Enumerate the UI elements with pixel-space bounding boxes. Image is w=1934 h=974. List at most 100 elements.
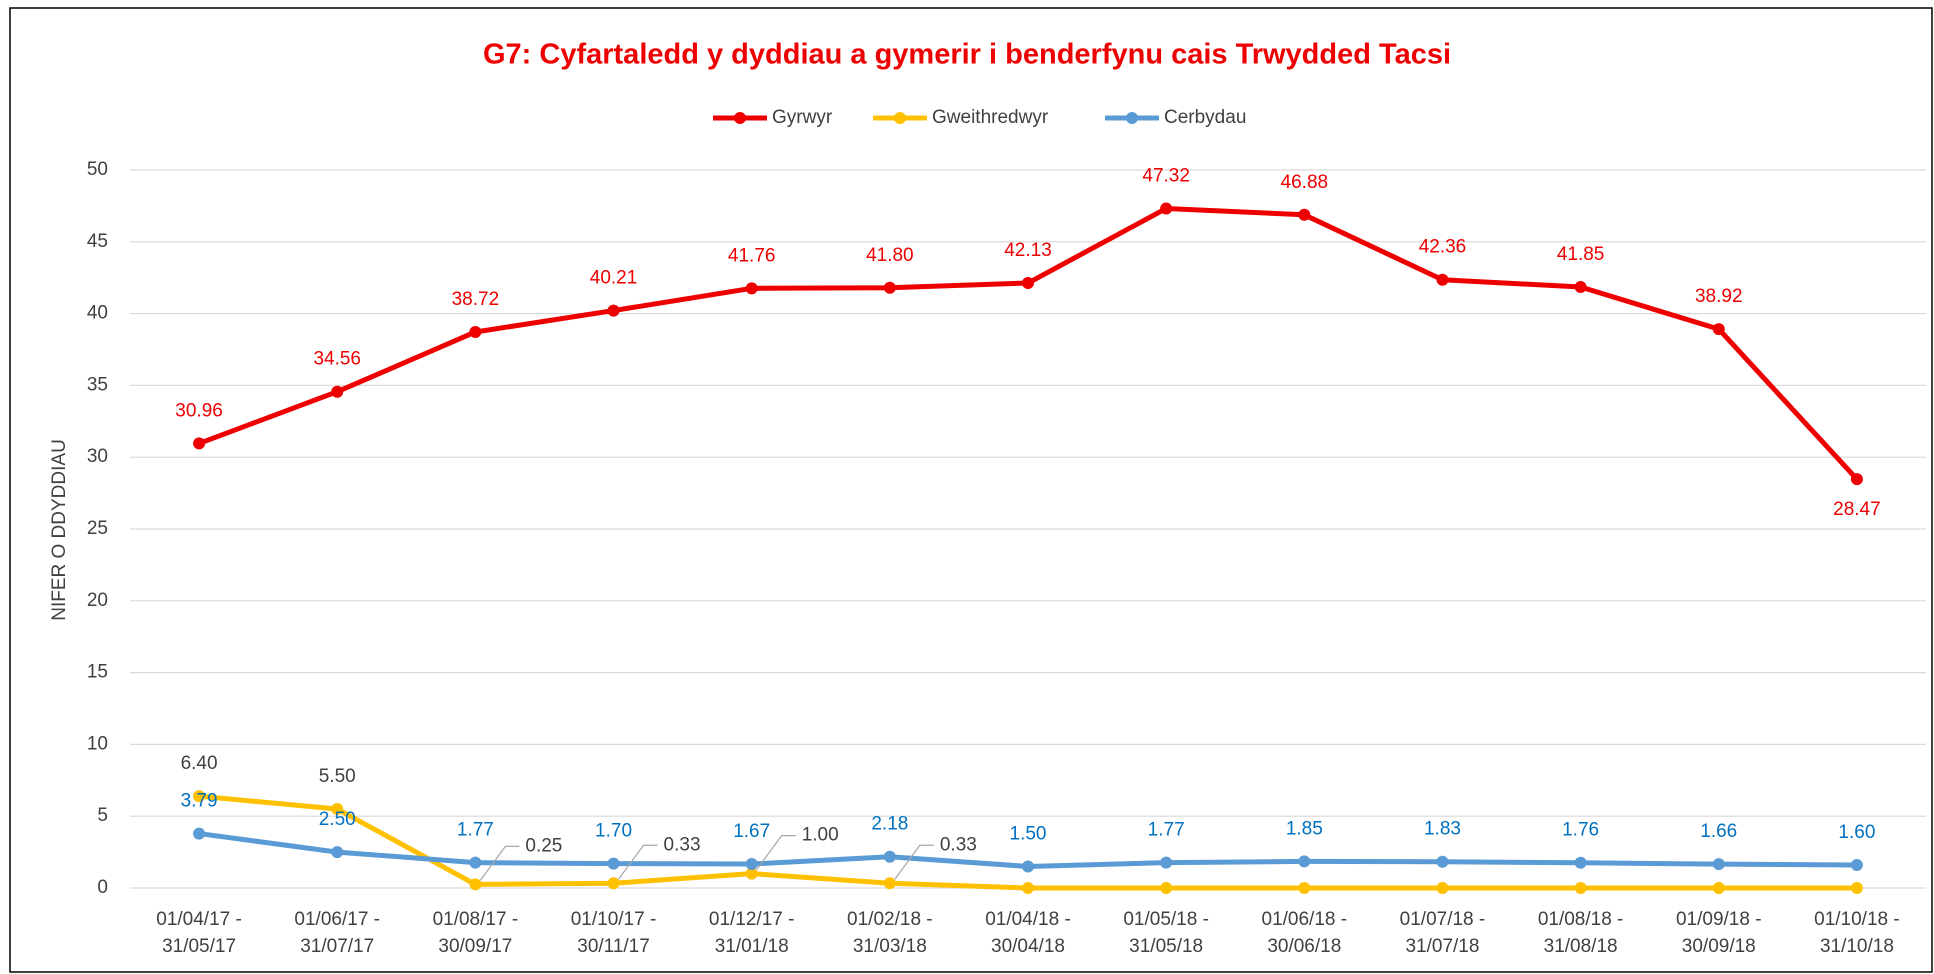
y-axis-label: NIFER O DDYDDIAU	[49, 439, 70, 621]
y-tick-label: 25	[87, 518, 108, 539]
data-point	[1850, 882, 1863, 894]
legend-marker	[894, 112, 906, 124]
data-point	[193, 437, 206, 450]
leader-line	[894, 844, 934, 880]
data-label: 41.76	[728, 245, 776, 266]
data-point	[469, 856, 482, 869]
y-tick-label: 5	[97, 805, 108, 826]
data-point	[1574, 281, 1587, 294]
legend-marker	[734, 112, 746, 124]
legend-label: Cerbydau	[1164, 107, 1246, 128]
chart-border	[9, 7, 1933, 973]
data-point	[1436, 273, 1449, 286]
data-label: 38.72	[452, 289, 500, 310]
y-tick-label: 10	[87, 733, 108, 754]
data-label: 0.33	[664, 834, 701, 855]
y-tick-label: 20	[87, 590, 108, 611]
data-label: 0.33	[940, 834, 977, 855]
data-label: 1.60	[1838, 822, 1875, 843]
data-label: 1.66	[1700, 821, 1737, 842]
y-tick-label: 0	[97, 877, 108, 898]
data-label: 0.25	[525, 835, 562, 856]
data-label: 5.50	[319, 766, 356, 787]
data-point	[1298, 208, 1311, 221]
data-point	[1712, 858, 1725, 871]
data-point	[607, 857, 620, 870]
data-point	[469, 878, 482, 891]
data-point	[331, 803, 344, 816]
legend-label: Gyrwyr	[772, 107, 833, 128]
data-label: 2.18	[871, 814, 908, 835]
data-point	[607, 304, 620, 317]
x-tick-label: 01/04/17 - 31/05/17	[156, 909, 242, 957]
data-point	[1574, 882, 1587, 894]
data-point	[607, 877, 620, 890]
data-label: 1.76	[1562, 820, 1599, 841]
data-label: 6.40	[181, 753, 218, 774]
data-point	[1436, 882, 1449, 894]
data-point	[883, 877, 896, 890]
legend-label: Gweithredwyr	[932, 107, 1049, 128]
data-point	[1712, 323, 1725, 336]
data-label: 1.70	[595, 821, 632, 842]
data-point	[331, 846, 344, 859]
x-tick-label: 01/10/18 - 31/10/18	[1814, 909, 1900, 957]
data-point	[1160, 202, 1173, 215]
data-label: 1.77	[457, 820, 494, 841]
data-point	[745, 867, 758, 880]
data-point	[1298, 855, 1311, 868]
data-label: 1.00	[802, 825, 839, 846]
data-point	[1712, 882, 1725, 894]
leader-line	[756, 835, 796, 870]
data-label: 41.85	[1557, 244, 1605, 265]
data-point	[1574, 856, 1587, 869]
data-label: 46.88	[1281, 172, 1329, 193]
data-point	[1160, 856, 1173, 869]
y-tick-label: 15	[87, 662, 108, 683]
x-tick-label: 01/08/17 - 30/09/17	[432, 909, 519, 957]
y-tick-label: 40	[87, 303, 108, 324]
x-tick-label: 01/10/17 - 30/11/17	[570, 909, 657, 957]
x-tick-label: 01/04/18 - 30/04/18	[985, 909, 1071, 957]
data-label: 1.83	[1424, 819, 1461, 840]
data-label: 1.77	[1148, 820, 1185, 841]
data-point	[1022, 277, 1034, 290]
data-label: 1.85	[1286, 818, 1323, 839]
data-point	[1022, 882, 1034, 894]
data-point	[883, 850, 896, 863]
data-point	[1298, 882, 1311, 894]
y-tick-label: 30	[87, 446, 108, 467]
data-point	[1850, 859, 1863, 872]
data-point	[469, 325, 482, 338]
data-point	[1022, 860, 1034, 873]
data-point	[745, 282, 758, 295]
leader-line	[618, 844, 658, 880]
y-tick-label: 50	[87, 159, 108, 180]
data-label: 47.32	[1142, 166, 1190, 187]
data-point	[1436, 855, 1449, 868]
data-label: 30.96	[175, 400, 223, 421]
x-tick-label: 01/08/18 - 31/08/18	[1537, 909, 1624, 957]
x-tick-label: 01/02/18 - 31/03/18	[847, 909, 933, 957]
x-tick-label: 01/06/18 - 30/06/18	[1261, 909, 1348, 957]
y-tick-label: 45	[87, 231, 108, 252]
data-label: 40.21	[590, 268, 638, 289]
data-label: 42.13	[1004, 240, 1052, 261]
data-label: 1.50	[1010, 823, 1047, 844]
x-tick-label: 01/05/18 - 31/05/18	[1123, 909, 1209, 957]
data-point	[1850, 473, 1863, 486]
data-label: 42.36	[1419, 237, 1467, 258]
legend-marker	[1126, 112, 1138, 124]
data-label: 28.47	[1833, 499, 1881, 520]
data-point	[745, 858, 758, 871]
data-label: 34.56	[313, 349, 361, 370]
x-tick-label: 01/12/17 - 31/01/18	[708, 909, 795, 957]
leader-line	[479, 845, 520, 881]
data-point	[193, 790, 206, 803]
x-tick-label: 01/07/18 - 31/07/18	[1399, 909, 1486, 957]
data-label: 1.67	[733, 821, 770, 842]
data-label: 3.79	[181, 791, 218, 812]
data-label: 38.92	[1695, 286, 1743, 307]
